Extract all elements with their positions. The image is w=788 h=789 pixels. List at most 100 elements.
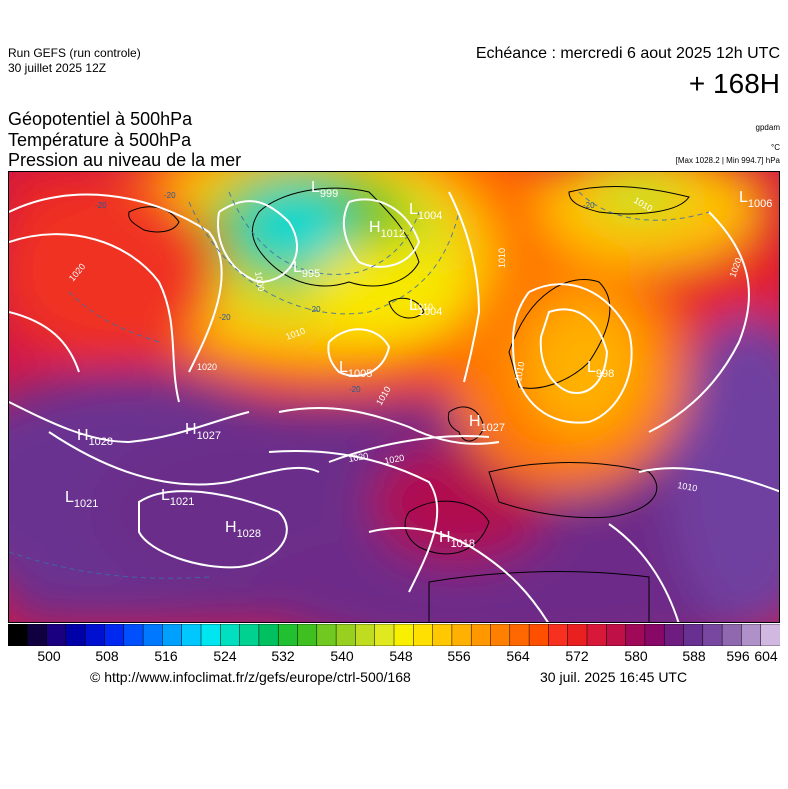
low-pressure-center: L1005 bbox=[339, 359, 372, 380]
isobar-label: 1010 bbox=[513, 361, 526, 382]
colorbar-swatch bbox=[8, 624, 29, 646]
colorbar-swatch bbox=[297, 624, 318, 646]
high-pressure-center: H1028 bbox=[77, 427, 113, 448]
colorbar-swatch bbox=[65, 624, 86, 646]
colorbar-tick-label: 580 bbox=[624, 648, 648, 664]
colorbar-tick-label: 532 bbox=[271, 648, 295, 664]
colorbar-swatch bbox=[200, 624, 222, 646]
colorbar-swatch bbox=[490, 624, 511, 646]
colorbar-swatch bbox=[104, 624, 125, 646]
source-url[interactable]: © http://www.infoclimat.fr/z/gefs/europe… bbox=[90, 669, 411, 685]
colorbar-swatch bbox=[220, 624, 241, 646]
colorbar-swatch bbox=[451, 624, 472, 646]
low-pressure-center: L998 bbox=[587, 359, 614, 380]
unit-geopotential: gpdam bbox=[755, 123, 780, 132]
colorbar bbox=[8, 624, 780, 646]
low-pressure-center: L1021 bbox=[161, 487, 194, 508]
temperature-isotherms bbox=[9, 191, 710, 579]
unit-pressure: [Max 1028.2 | Min 994.7] hPa bbox=[675, 156, 780, 165]
colorbar-swatch bbox=[644, 624, 665, 646]
coastlines bbox=[128, 186, 690, 622]
isotherm-label: -20 bbox=[95, 201, 107, 210]
colorbar-swatch bbox=[663, 624, 685, 646]
colorbar-tick-label: 596 bbox=[726, 648, 750, 664]
colorbar-swatch bbox=[355, 624, 376, 646]
colorbar-tick-label: 588 bbox=[682, 648, 706, 664]
isotherm-label: -20 bbox=[309, 305, 321, 314]
isotherm-label: -20 bbox=[219, 313, 231, 322]
low-pressure-center: L1006 bbox=[739, 189, 772, 210]
colorbar-swatch bbox=[741, 624, 762, 646]
colorbar-swatch bbox=[84, 624, 106, 646]
colorbar-tick-label: 572 bbox=[565, 648, 589, 664]
colorbar-tick-label: 604 bbox=[754, 648, 778, 664]
isobar-label: 1020 bbox=[384, 453, 405, 466]
low-pressure-center: L1004 bbox=[409, 201, 442, 222]
run-name: Run GEFS (run controle) bbox=[8, 46, 141, 60]
param-temperature: Température à 500hPa bbox=[8, 130, 192, 150]
param-geopotential: Géopotentiel à 500hPa bbox=[8, 109, 193, 129]
isotherm-label: -20 bbox=[583, 201, 595, 210]
colorbar-tick-label: 540 bbox=[330, 648, 354, 664]
colorbar-swatch bbox=[606, 624, 627, 646]
valid-time: Echéance : mercredi 6 aout 2025 12h UTC bbox=[475, 45, 780, 62]
colorbar-swatch bbox=[123, 624, 144, 646]
isobar-label: 1010 bbox=[497, 248, 507, 268]
colorbar-swatch bbox=[181, 624, 202, 646]
colorbar-swatch bbox=[586, 624, 608, 646]
forecast-map: H1028 H1027 H1028 L1021 L1021 L999 L995 H1012 L1… bbox=[8, 171, 780, 623]
isobar-label: 1020 bbox=[197, 362, 217, 372]
colorbar-swatch bbox=[470, 624, 492, 646]
isotherm-label: -20 bbox=[349, 385, 361, 394]
colorbar-swatch bbox=[509, 624, 530, 646]
high-pressure-center: H1018 bbox=[439, 529, 475, 550]
isotherm-label: -20 bbox=[164, 191, 176, 200]
colorbar-swatch bbox=[702, 624, 723, 646]
low-pressure-center: L1021 bbox=[65, 489, 98, 510]
generated-time: 30 juil. 2025 16:45 UTC bbox=[540, 669, 688, 685]
colorbar-tick-label: 548 bbox=[389, 648, 413, 664]
colorbar-swatch bbox=[46, 624, 67, 646]
high-pressure-center: H1027 bbox=[469, 413, 505, 434]
run-date: 30 juillet 2025 12Z bbox=[8, 61, 107, 75]
colorbar-swatch bbox=[567, 624, 588, 646]
isobars bbox=[9, 191, 779, 622]
colorbar-swatch bbox=[258, 624, 279, 646]
colorbar-swatch bbox=[374, 624, 395, 646]
high-pressure-center: H1012 bbox=[369, 219, 405, 240]
colorbar-swatch bbox=[335, 624, 357, 646]
isobar-label: 1010 bbox=[677, 480, 698, 493]
colorbar-swatch bbox=[548, 624, 569, 646]
unit-temperature: °C bbox=[771, 143, 780, 152]
isobar-label: 1010 bbox=[413, 302, 433, 312]
colorbar-swatch bbox=[721, 624, 743, 646]
colorbar-tick-label: 524 bbox=[213, 648, 237, 664]
colorbar-swatch bbox=[162, 624, 183, 646]
isobar-label: 1020 bbox=[348, 451, 369, 464]
geopotential-field bbox=[9, 172, 779, 622]
colorbar-swatch bbox=[316, 624, 337, 646]
colorbar-swatch bbox=[413, 624, 434, 646]
colorbar-tick-label: 508 bbox=[95, 648, 119, 664]
low-pressure-center: L995 bbox=[293, 259, 320, 280]
colorbar-swatch bbox=[393, 624, 415, 646]
colorbar-swatch bbox=[27, 624, 48, 646]
colorbar-swatch bbox=[239, 624, 260, 646]
isobar-label: 1000 bbox=[253, 271, 266, 292]
lead-time: + 168H bbox=[688, 68, 780, 99]
low-pressure-center: L1004 bbox=[409, 297, 442, 318]
colorbar-swatch bbox=[142, 624, 164, 646]
high-pressure-center: H1027 bbox=[185, 421, 221, 442]
colorbar-tick-label: 564 bbox=[506, 648, 530, 664]
low-pressure-center: L999 bbox=[311, 179, 338, 200]
high-pressure-center: H1028 bbox=[225, 519, 261, 540]
colorbar-swatch bbox=[683, 624, 704, 646]
colorbar-swatch bbox=[760, 624, 780, 646]
colorbar-swatch bbox=[625, 624, 646, 646]
param-pressure: Pression au niveau de la mer bbox=[8, 150, 242, 170]
colorbar-swatch bbox=[528, 624, 550, 646]
colorbar-swatch bbox=[432, 624, 453, 646]
colorbar-swatch bbox=[277, 624, 299, 646]
